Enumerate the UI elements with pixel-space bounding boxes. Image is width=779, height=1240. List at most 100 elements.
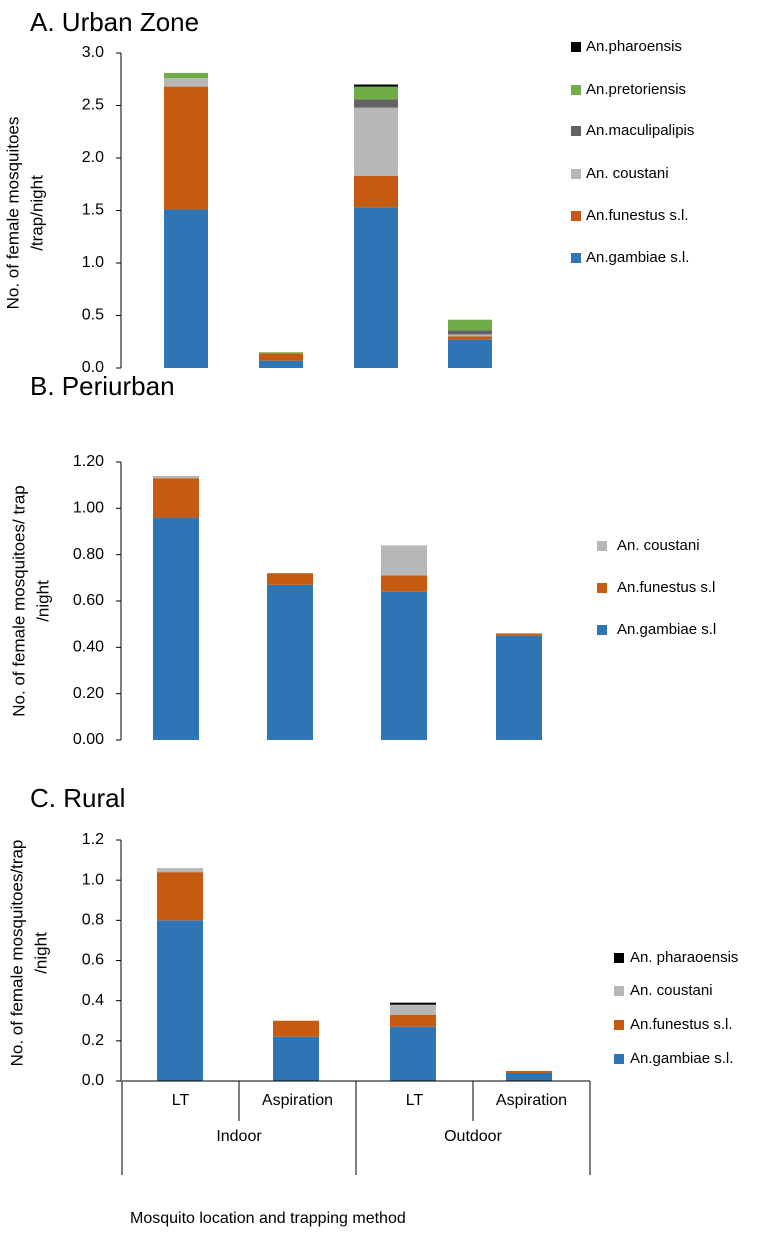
bar-segment <box>448 339 492 368</box>
y-tick-label: 2.5 <box>82 97 104 114</box>
y-tick-label: 0.0 <box>82 1072 104 1089</box>
bar-segment <box>259 352 303 354</box>
bar-segment <box>354 99 398 108</box>
legend-swatch <box>614 1020 624 1030</box>
bar-segment <box>448 319 492 331</box>
legend-label: An.funestus s.l. <box>586 207 689 224</box>
panel-title: A. Urban Zone <box>30 7 199 37</box>
bar-segment <box>153 475 199 479</box>
y-tick-label: 1.5 <box>82 202 104 219</box>
legend-swatch <box>614 1054 624 1064</box>
panel-title: C. Rural <box>30 783 125 813</box>
bar-segment <box>381 545 427 576</box>
y-tick-label: 3.0 <box>82 44 104 61</box>
bar-segment <box>267 573 313 585</box>
bar-segment <box>390 1026 436 1081</box>
y-tick-label: 0.4 <box>82 992 104 1009</box>
legend-swatch <box>571 169 581 179</box>
bar-segment <box>390 1002 436 1005</box>
y-tick-label: 0.80 <box>73 546 104 563</box>
x-category-label: LT <box>406 1092 424 1109</box>
x-axis-multilevel: LT Aspiration LT Aspiration Indoor Outdoor <box>121 1080 591 1175</box>
legend-label: An.maculipalipis <box>586 122 694 139</box>
x-axis-title: Mosquito location and trapping method <box>130 1210 406 1227</box>
panel-title: B. Periurban <box>30 371 175 401</box>
bar-segment <box>354 107 398 176</box>
bar-segment <box>259 360 303 368</box>
y-axis-label: No. of female mosquitoes/trap/night <box>3 117 46 310</box>
legend-swatch <box>614 986 624 996</box>
y-tick-label: 0.20 <box>73 685 104 702</box>
y-tick-label: 0.6 <box>82 952 104 969</box>
bar-segment <box>448 336 492 340</box>
y-axis-label-line: /night <box>31 932 50 974</box>
bar-segment <box>506 1070 552 1073</box>
x-group-label: Outdoor <box>444 1128 502 1145</box>
legend-swatch <box>571 253 581 263</box>
legend-label: An.pretoriensis <box>586 81 686 98</box>
y-axis-label-line: No. of female mosquitoes/ trap <box>9 485 28 717</box>
bar-segment <box>157 868 203 873</box>
y-tick-label: 1.00 <box>73 500 104 517</box>
y-tick-label: 0.60 <box>73 592 104 609</box>
legend-label: An.gambiae s.l <box>617 621 716 638</box>
legend-swatch <box>597 625 607 635</box>
bar-segment <box>354 207 398 368</box>
bar-segment <box>448 330 492 335</box>
bar-segment <box>448 334 492 337</box>
bar-segment <box>259 353 303 361</box>
bar-segment <box>153 517 199 740</box>
legend-swatch <box>571 42 581 52</box>
y-axis-label-line: No. of female mosquitoes <box>3 117 22 310</box>
bar-segment <box>267 584 313 740</box>
bar-segment <box>354 175 398 208</box>
legend-label: An. coustani <box>617 537 700 554</box>
chart-panel-2: B. Periurban 0.00 0.20 0.40 0.60 0.80 1.00 1.20… <box>9 371 716 748</box>
legend-swatch <box>614 953 624 963</box>
chart-panel-3: C. Rural 0.0 0.2 0.4 0.6 0.8 1.0 1.2 No. of fema… <box>7 783 738 1227</box>
bar-segment <box>496 633 542 636</box>
y-tick-label: 2.0 <box>82 149 104 166</box>
bar-segment <box>381 575 427 592</box>
bar-segment <box>381 591 427 740</box>
legend-swatch <box>597 583 607 593</box>
legend-label: An.funestus s.l <box>617 579 715 596</box>
y-tick-label: 0.8 <box>82 912 104 929</box>
legend-label: An.funestus s.l. <box>630 1016 733 1033</box>
legend-label: An.gambiae s.l. <box>586 249 689 266</box>
bar-segment <box>354 86 398 100</box>
x-category-label: LT <box>172 1092 190 1109</box>
y-axis-label: No. of female mosquitoes/trap/night <box>7 840 50 1067</box>
x-group-label: Indoor <box>216 1128 262 1145</box>
legend-swatch <box>597 541 607 551</box>
bar-segment <box>164 86 208 210</box>
legend-label: An. coustani <box>586 165 669 182</box>
bar-segment <box>157 872 203 921</box>
bar-segment <box>506 1072 552 1081</box>
legend-swatch <box>571 126 581 136</box>
legend-label: An.pharoensis <box>586 38 682 55</box>
bar-segment <box>354 84 398 87</box>
y-tick-label: 0.2 <box>82 1032 104 1049</box>
bar-segment <box>273 1020 319 1037</box>
x-category-label: Aspiration <box>496 1092 567 1109</box>
y-tick-label: 0.5 <box>82 307 104 324</box>
y-tick-label: 1.0 <box>82 254 104 271</box>
y-axis-label-line: No. of female mosquitoes/trap <box>7 840 26 1067</box>
bar-segment <box>153 478 199 518</box>
y-tick-label: 1.0 <box>82 871 104 888</box>
y-tick-label: 0.00 <box>73 731 104 748</box>
bar-segment <box>164 78 208 87</box>
bar-segment <box>390 1004 436 1015</box>
bar-segment <box>390 1014 436 1027</box>
y-tick-label: 0.40 <box>73 639 104 656</box>
bar-segment <box>496 635 542 740</box>
legend-swatch <box>571 211 581 221</box>
bar-segment <box>164 209 208 368</box>
y-tick-label: 1.2 <box>82 831 104 848</box>
bar-segment <box>157 920 203 1081</box>
chart-panel-1: A. Urban Zone 0.0 0.5 1.0 1.5 2.0 2.5 3.0 No. of… <box>3 7 694 376</box>
legend-swatch <box>571 85 581 95</box>
